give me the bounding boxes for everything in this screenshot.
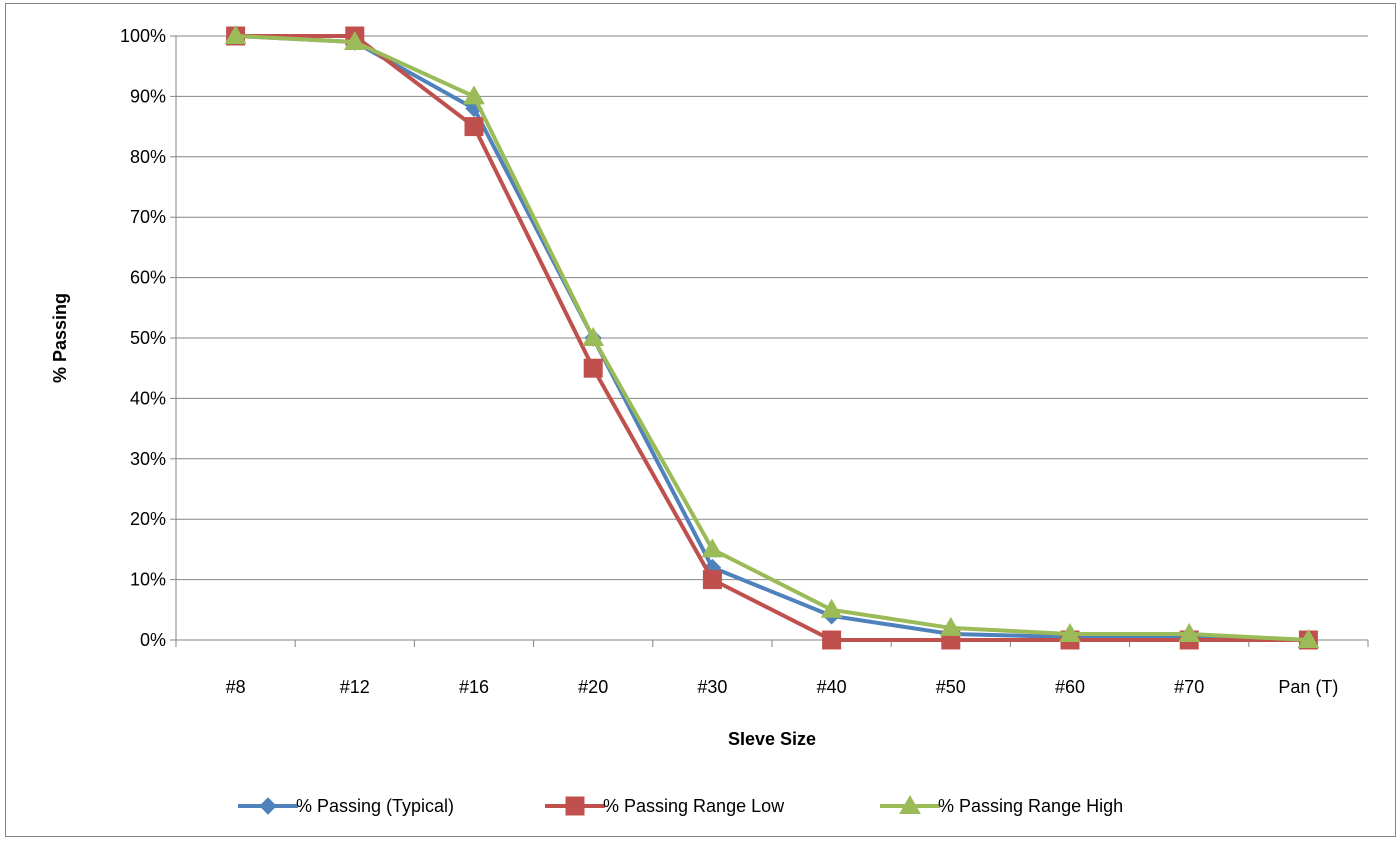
data-point bbox=[343, 31, 366, 51]
y-tick-label: 10% bbox=[130, 570, 166, 590]
legend-label: % Passing Range Low bbox=[603, 796, 785, 816]
y-tick-label: 0% bbox=[140, 630, 166, 650]
legend-item: % Passing Range Low bbox=[545, 796, 785, 816]
data-point bbox=[939, 616, 962, 636]
series-line bbox=[235, 34, 1309, 642]
legend-label: % Passing (Typical) bbox=[296, 796, 454, 816]
legend-item: % Passing Range High bbox=[880, 794, 1123, 816]
x-tick-label: #40 bbox=[817, 677, 847, 697]
series-layer bbox=[224, 24, 1320, 650]
data-point bbox=[583, 358, 603, 378]
data-point bbox=[702, 570, 722, 590]
legend-item: % Passing (Typical) bbox=[238, 796, 454, 816]
data-point bbox=[464, 117, 484, 137]
data-point bbox=[1059, 622, 1081, 642]
legend-label: % Passing Range High bbox=[938, 796, 1123, 816]
data-point bbox=[582, 326, 605, 346]
x-tick-label: #8 bbox=[226, 677, 246, 697]
x-tick-label: #16 bbox=[459, 677, 489, 697]
x-tick-label: #50 bbox=[936, 677, 966, 697]
data-point bbox=[224, 24, 247, 44]
y-axis-title: % Passing bbox=[50, 293, 70, 383]
y-tick-label: 70% bbox=[130, 207, 166, 227]
x-axis-ticks: #8 #12 #16 #20 #30 #40 #50 #60 #70 Pan (T) bbox=[175, 640, 1369, 697]
chart-frame bbox=[5, 3, 1396, 837]
y-tick-label: 60% bbox=[130, 268, 166, 288]
data-point bbox=[1178, 622, 1201, 642]
gridlines bbox=[176, 35, 1368, 581]
y-axis-ticks: 0% 10% 20% 30% 40% 50% 60% 70% 80% 90% 100% bbox=[120, 26, 176, 650]
y-tick-label: 30% bbox=[130, 449, 166, 469]
series-line bbox=[235, 34, 1309, 642]
legend-marker bbox=[565, 796, 585, 816]
y-tick-label: 90% bbox=[130, 86, 166, 106]
y-tick-label: 50% bbox=[130, 328, 166, 348]
legend: % Passing (Typical) % Passing Range Low % … bbox=[238, 794, 1123, 816]
series-line bbox=[235, 34, 1309, 642]
series-3 bbox=[224, 24, 1320, 648]
y-tick-label: 80% bbox=[130, 147, 166, 167]
x-tick-label: #60 bbox=[1055, 677, 1085, 697]
legend-marker bbox=[259, 797, 277, 815]
y-tick-label: 100% bbox=[120, 26, 166, 46]
y-tick-label: 20% bbox=[130, 509, 166, 529]
x-axis-title: SIeve Size bbox=[728, 729, 816, 749]
x-tick-label: #30 bbox=[697, 677, 727, 697]
x-tick-label: #12 bbox=[340, 677, 370, 697]
x-tick-label: Pan (T) bbox=[1278, 677, 1338, 697]
data-point bbox=[463, 85, 485, 105]
legend-marker bbox=[899, 794, 921, 814]
data-point bbox=[822, 630, 842, 650]
x-tick-label: #70 bbox=[1174, 677, 1204, 697]
data-point bbox=[1297, 628, 1320, 648]
data-point bbox=[701, 538, 724, 558]
data-point bbox=[820, 598, 843, 618]
y-tick-label: 40% bbox=[130, 388, 166, 408]
x-tick-label: #20 bbox=[578, 677, 608, 697]
